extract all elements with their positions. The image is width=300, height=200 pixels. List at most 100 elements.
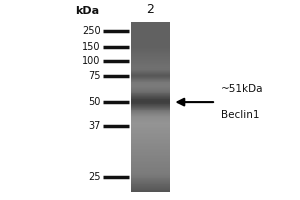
Bar	[130, 43, 170, 44]
Bar	[130, 39, 170, 40]
Bar	[130, 24, 170, 25]
Bar	[130, 45, 170, 47]
Bar	[130, 184, 170, 185]
Bar	[130, 153, 170, 155]
Text: kDa: kDa	[75, 6, 99, 16]
Bar	[130, 156, 170, 157]
Bar	[130, 71, 170, 72]
Bar	[130, 87, 170, 88]
Text: 100: 100	[82, 56, 100, 66]
Bar	[130, 70, 170, 71]
Bar	[130, 129, 170, 130]
Bar	[130, 106, 170, 107]
Bar	[130, 150, 170, 151]
Bar	[130, 138, 170, 139]
Bar	[130, 108, 170, 110]
Bar	[130, 149, 170, 150]
Bar	[130, 117, 170, 118]
Bar	[130, 167, 170, 168]
Bar	[130, 100, 170, 101]
Bar	[130, 182, 170, 184]
Bar	[130, 115, 170, 116]
Bar	[130, 90, 170, 92]
Bar	[130, 97, 170, 99]
Bar	[130, 125, 170, 126]
Text: 2: 2	[146, 3, 154, 16]
Bar	[130, 118, 170, 119]
Bar	[130, 49, 170, 50]
Bar	[130, 82, 170, 83]
Text: 25: 25	[88, 172, 100, 182]
Text: Beclin1: Beclin1	[220, 110, 259, 120]
Bar	[130, 33, 170, 34]
Bar	[130, 160, 170, 161]
Bar	[130, 148, 170, 150]
Bar	[130, 74, 170, 76]
Bar	[130, 94, 170, 95]
Bar	[130, 164, 170, 166]
Bar	[130, 69, 170, 70]
Bar	[130, 80, 170, 82]
Bar	[130, 107, 170, 108]
Bar	[130, 168, 170, 169]
Bar	[130, 68, 170, 70]
Bar	[130, 45, 170, 46]
Bar	[130, 136, 170, 137]
Bar	[130, 113, 170, 114]
Bar	[130, 174, 170, 175]
Bar	[130, 170, 170, 172]
Bar	[130, 73, 170, 74]
Bar	[130, 59, 170, 60]
Bar	[130, 124, 170, 125]
Bar	[130, 147, 170, 148]
Bar	[130, 35, 170, 36]
Bar	[130, 187, 170, 188]
Bar	[130, 26, 170, 27]
Bar	[130, 86, 170, 87]
Text: 50: 50	[88, 97, 100, 107]
Bar	[130, 159, 170, 160]
Bar	[130, 72, 170, 73]
Bar	[130, 120, 170, 122]
Bar	[130, 111, 170, 112]
Bar	[130, 185, 170, 186]
Bar	[130, 91, 170, 93]
Bar	[130, 145, 170, 146]
Bar	[130, 175, 170, 176]
Bar	[130, 125, 170, 127]
Bar	[130, 23, 170, 25]
Bar	[130, 99, 170, 100]
Bar	[130, 161, 170, 162]
Bar	[130, 164, 170, 165]
Bar	[130, 50, 170, 51]
Bar	[130, 28, 170, 30]
Bar	[130, 22, 170, 24]
Bar	[130, 85, 170, 86]
Bar	[130, 178, 170, 179]
Bar	[130, 171, 170, 173]
Bar	[130, 62, 170, 64]
Bar	[130, 102, 170, 103]
Bar	[130, 112, 170, 113]
Bar	[130, 81, 170, 82]
Bar	[130, 65, 170, 66]
Bar	[130, 84, 170, 85]
Bar	[130, 79, 170, 81]
Bar	[130, 58, 170, 59]
Bar	[130, 34, 170, 36]
Text: ~51kDa: ~51kDa	[220, 84, 263, 94]
Bar	[130, 37, 170, 38]
Bar	[130, 25, 170, 26]
Bar	[130, 76, 170, 77]
Bar	[130, 85, 170, 87]
Bar	[130, 157, 170, 158]
Bar	[130, 56, 170, 57]
Bar	[130, 48, 170, 49]
Bar	[130, 155, 170, 156]
Bar	[130, 141, 170, 142]
Bar	[130, 62, 170, 63]
Bar	[130, 135, 170, 136]
Bar	[130, 46, 170, 48]
Bar	[130, 132, 170, 133]
Bar	[130, 96, 170, 97]
